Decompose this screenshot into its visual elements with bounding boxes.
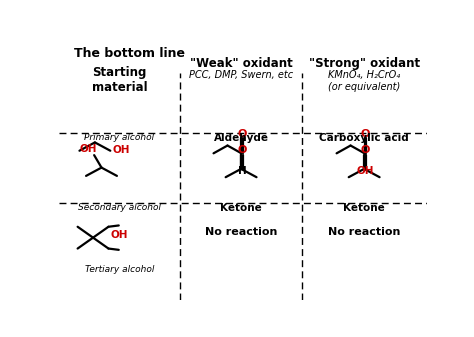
Text: O: O [237, 145, 246, 155]
Text: Aldehyde: Aldehyde [214, 132, 269, 143]
Text: OH: OH [80, 144, 97, 154]
Text: "Strong" oxidant: "Strong" oxidant [309, 57, 419, 70]
Text: The bottom line: The bottom line [74, 47, 185, 60]
Text: "Weak" oxidant: "Weak" oxidant [190, 57, 292, 70]
Text: O: O [237, 129, 247, 139]
Text: O: O [361, 129, 370, 139]
Text: Starting
material: Starting material [91, 66, 147, 94]
Text: PCC, DMP, Swern, etc: PCC, DMP, Swern, etc [189, 70, 293, 80]
Text: H: H [238, 166, 246, 176]
Text: Ketone: Ketone [220, 203, 262, 213]
Text: KMnO₄, H₂CrO₄
(or equivalent): KMnO₄, H₂CrO₄ (or equivalent) [328, 70, 400, 92]
Text: Tertiary alcohol: Tertiary alcohol [85, 265, 154, 274]
Text: Carboxylic acid: Carboxylic acid [319, 132, 409, 143]
Text: No reaction: No reaction [328, 227, 401, 238]
Text: OH: OH [356, 166, 374, 176]
Text: Primary alcohol: Primary alcohol [84, 132, 155, 142]
Text: No reaction: No reaction [205, 227, 277, 238]
Text: OH: OH [112, 145, 130, 155]
Text: Ketone: Ketone [343, 203, 385, 213]
Text: OH: OH [110, 229, 128, 240]
Text: O: O [360, 145, 370, 155]
Text: Secondary alcohol: Secondary alcohol [78, 203, 161, 212]
